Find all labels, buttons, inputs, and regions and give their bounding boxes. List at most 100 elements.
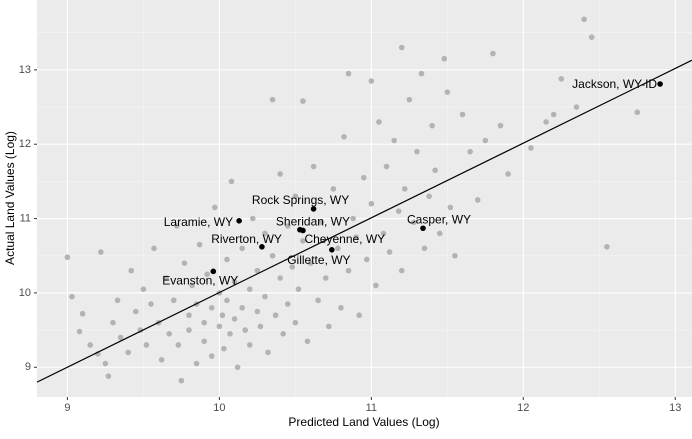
point [341,133,347,140]
point-label: Gillette, WY [287,253,350,267]
point [634,109,641,116]
point [272,312,279,319]
point-label: Jackson, WY-ID [572,77,657,91]
point [125,349,131,356]
point [295,286,302,293]
point-label: Evanston, WY [162,274,238,288]
point [254,267,261,274]
point [269,252,276,259]
y-tick-label: 13 [19,64,31,76]
point [604,244,610,250]
point [224,297,230,304]
point [132,308,139,315]
point [277,171,283,177]
point [406,96,413,103]
point [166,331,173,337]
point-label: Rock Springs, WY [252,193,349,207]
point [300,98,306,104]
point [231,278,238,285]
point [246,342,253,348]
x-tick-label: 13 [669,402,681,414]
point [186,327,192,333]
point [444,89,451,95]
point [219,312,226,319]
point [64,254,71,261]
point [581,16,587,23]
point-label: Casper, WY [407,212,471,226]
point [262,230,268,237]
point [573,104,580,110]
point [386,249,393,255]
point [186,312,192,319]
point [432,167,438,174]
point [201,338,207,345]
point [318,219,324,226]
point [221,345,227,352]
point [140,286,147,293]
point [234,364,241,371]
point [398,44,405,51]
point [239,304,245,311]
point [373,282,379,289]
point [257,323,264,330]
point [310,163,317,170]
point [208,353,215,359]
point [284,301,291,307]
point [265,349,271,356]
point [216,323,223,330]
point [201,319,207,326]
point [189,282,195,289]
x-tick-label: 11 [366,402,377,414]
point [174,223,180,229]
point [242,327,249,333]
point [588,34,595,40]
x-tick-label: 12 [517,402,529,414]
point [250,215,256,222]
point [436,230,443,237]
point [360,174,367,181]
point [98,249,104,255]
point [87,342,93,348]
point [193,360,200,367]
point [212,204,218,211]
point [178,377,185,384]
labeled-point [297,226,303,233]
point [175,342,182,348]
labeled-point [420,225,426,232]
labeled-point [210,268,217,275]
labeled-point [310,206,317,212]
point [300,238,306,244]
point [325,323,332,330]
point [447,204,454,211]
point [170,297,177,304]
point [292,319,299,326]
point [246,286,253,293]
point [227,331,233,337]
y-axis-title: Actual Land Values (Log) [3,131,17,265]
point [231,316,238,322]
labeled-point [259,244,265,250]
point [353,234,359,240]
point [128,267,135,274]
point [414,148,420,155]
point [289,264,296,270]
point [363,256,370,263]
labeled-point [329,246,335,253]
point-label: Riverton, WY [211,232,282,246]
point [391,137,397,144]
point [418,70,425,77]
point [322,275,329,281]
point [421,245,428,252]
point [148,301,154,307]
point [411,219,417,226]
point [307,260,314,266]
point [280,331,286,337]
point [181,260,188,266]
point [505,171,511,177]
point [528,145,534,151]
point [452,252,458,259]
labeled-point [657,81,663,87]
point [239,245,245,252]
labeled-point [236,218,242,224]
